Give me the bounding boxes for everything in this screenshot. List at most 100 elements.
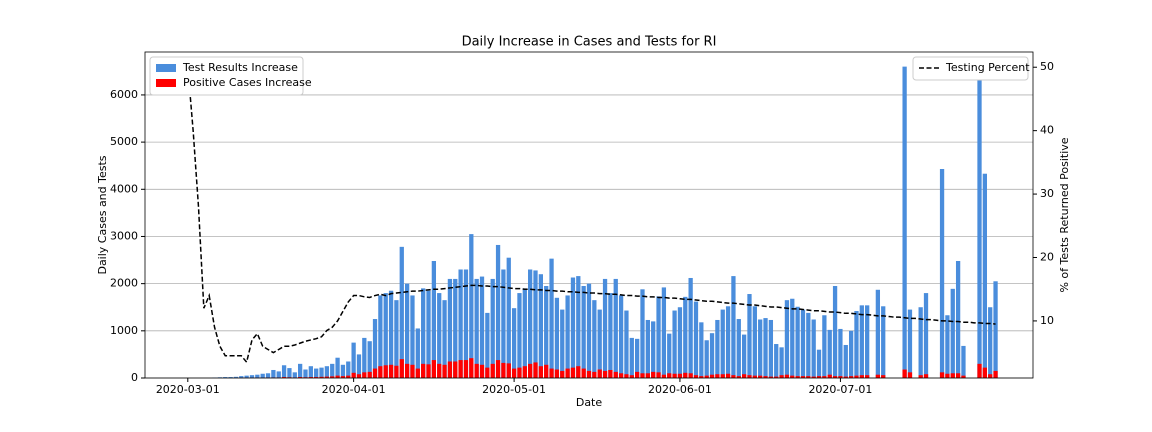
bar [378, 295, 383, 378]
bar [661, 287, 667, 378]
bar [297, 363, 303, 378]
bar [447, 278, 453, 378]
bar [822, 376, 827, 378]
bar [533, 270, 538, 378]
bar [618, 295, 624, 378]
y2-axis-label: % of Tests Returned Positive [1058, 137, 1071, 292]
bar [683, 296, 688, 378]
x-tick-label: 2020-05-01 [482, 383, 546, 396]
bar [426, 290, 431, 378]
bar [565, 368, 570, 378]
bar [308, 377, 313, 378]
bar [651, 371, 656, 378]
bar [635, 338, 640, 378]
bar [421, 288, 426, 378]
bar [865, 305, 870, 378]
bar [779, 375, 784, 378]
bar [763, 376, 768, 378]
bar [592, 371, 597, 378]
bar [768, 376, 774, 378]
bar [340, 364, 346, 378]
bar [463, 360, 469, 378]
y2-tick-label: 40 [1040, 124, 1054, 137]
bar [977, 71, 982, 378]
x-axis-label: Date [576, 396, 603, 409]
x-tick-label: 2020-07-01 [808, 383, 872, 396]
bar [683, 372, 688, 378]
bar [265, 373, 271, 378]
bar [431, 360, 437, 378]
bar [715, 374, 720, 378]
bar [324, 376, 330, 378]
bar [485, 312, 490, 378]
bar [720, 374, 725, 378]
bar [340, 376, 346, 378]
bar [570, 277, 576, 378]
bar [303, 369, 308, 378]
bar [677, 307, 683, 378]
bar [945, 315, 950, 378]
bar [597, 369, 602, 378]
bar [560, 370, 565, 378]
bar [319, 376, 324, 378]
bar [453, 361, 458, 378]
bar [549, 258, 554, 378]
y2-tick-label: 20 [1040, 250, 1054, 263]
bar [613, 278, 618, 378]
bar [923, 374, 929, 378]
bar [988, 374, 993, 378]
bar [281, 377, 287, 378]
legend: Test Results Increase Positive Cases Incr… [149, 56, 312, 96]
bar [816, 349, 822, 378]
bar [651, 321, 656, 378]
bar [736, 376, 741, 378]
bar [271, 369, 276, 378]
bar [346, 375, 351, 378]
y2-tick-label: 50 [1040, 60, 1054, 73]
bar [495, 244, 501, 378]
y-tick-label: 2000 [110, 277, 138, 290]
bar [720, 309, 725, 378]
bar [982, 173, 987, 378]
bar [699, 322, 704, 378]
bar [528, 269, 533, 378]
bar [255, 374, 260, 378]
bar [752, 375, 757, 378]
bar [656, 296, 661, 378]
bar [576, 366, 581, 378]
bar [239, 376, 244, 378]
bar [495, 360, 501, 378]
y-tick-label: 6000 [110, 88, 138, 101]
bar [474, 363, 479, 378]
bar [528, 363, 533, 378]
bar [993, 370, 998, 378]
bar [383, 293, 388, 378]
bar [827, 374, 832, 378]
bar [356, 354, 362, 378]
y2-tick-label: 30 [1040, 187, 1054, 200]
bar [907, 372, 913, 378]
bar [314, 377, 319, 378]
bar [362, 337, 367, 378]
legend-box [149, 56, 304, 96]
bar [688, 373, 693, 378]
bar [624, 374, 629, 378]
bar [736, 319, 741, 378]
bar [865, 375, 870, 378]
bar [383, 365, 388, 378]
y-tick-label: 4000 [110, 182, 138, 195]
bar [474, 278, 479, 378]
bar [875, 289, 881, 378]
bar [843, 376, 848, 378]
bar [854, 375, 859, 378]
bar [442, 364, 447, 378]
bar [565, 295, 570, 378]
bar [458, 360, 463, 378]
bar [297, 377, 303, 378]
legend-box [912, 56, 1029, 81]
bar [790, 375, 795, 378]
bar [939, 372, 945, 378]
bar [977, 363, 982, 378]
bar [388, 364, 394, 378]
